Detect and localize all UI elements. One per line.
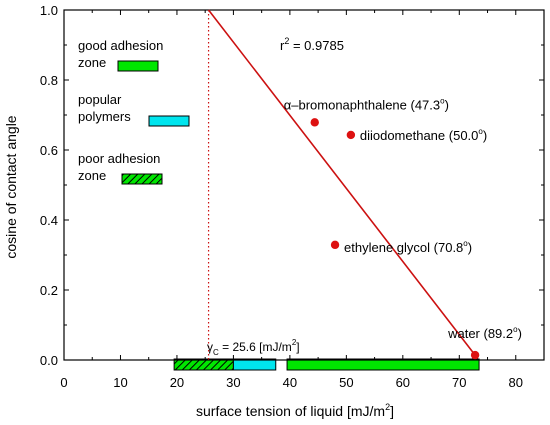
data-point [470, 350, 480, 360]
x-axis-ticks: 0 10 20 30 40 50 60 70 80 [60, 10, 523, 390]
critical-tension-annotation: γC = 25.6 [mJ/m2] [207, 338, 300, 357]
x-tick-label: 40 [283, 375, 297, 390]
zone-popular-polymers [232, 358, 277, 371]
x-tick-label: 10 [113, 375, 127, 390]
legend-poor-label-line2: zone [78, 168, 106, 183]
y-axis-title: cosine of contact angle [3, 115, 19, 258]
data-point [310, 118, 319, 127]
data-points [310, 118, 480, 360]
x-tick-label: 80 [509, 375, 523, 390]
data-point-label: ethylene glycol (70.8o) [344, 239, 472, 255]
y-tick-label: 0.6 [40, 143, 58, 158]
data-point [330, 240, 340, 250]
legend-good-swatch [117, 60, 159, 72]
legend-good-label-line1: good adhesion [78, 38, 163, 53]
y-axis-ticks: 0.0 0.2 0.4 0.6 0.8 1.0 [40, 3, 544, 368]
legend-polymers-label-line1: popular [78, 92, 122, 107]
legend-poor-swatch [121, 173, 163, 185]
zone-bars [173, 358, 480, 371]
zone-poor-adhesion [173, 358, 234, 371]
zone-good-adhesion [286, 358, 480, 371]
y-tick-label: 1.0 [40, 3, 58, 18]
legend-good-label-line2: zone [78, 55, 106, 70]
data-point-label: water (89.2o) [447, 325, 522, 341]
y-tick-label: 0.2 [40, 283, 58, 298]
legend-polymers-label-line2: polymers [78, 109, 131, 124]
x-tick-label: 70 [452, 375, 466, 390]
regression-fit-line [207, 9, 476, 356]
x-tick-label: 50 [339, 375, 353, 390]
x-axis-title: surface tension of liquid [mJ/m2] [196, 402, 394, 419]
x-tick-label: 0 [60, 375, 67, 390]
y-tick-label: 0.8 [40, 73, 58, 88]
legend: good adhesion zone popular polymers poor… [78, 38, 190, 185]
data-point-label: diiodomethane (50.0o) [360, 127, 487, 143]
y-tick-label: 0.4 [40, 213, 58, 228]
x-tick-label: 20 [170, 375, 184, 390]
x-tick-label: 60 [396, 375, 410, 390]
y-tick-label: 0.0 [40, 353, 58, 368]
data-point-labels: α–bromonaphthalene (47.3o) diiodomethane … [284, 96, 522, 341]
r2-annotation: r2 = 0.9785 [280, 36, 344, 53]
legend-poor-label-line1: poor adhesion [78, 151, 160, 166]
data-point-label: α–bromonaphthalene (47.3o) [284, 96, 449, 112]
data-point [346, 130, 356, 140]
legend-polymers-swatch [148, 115, 190, 127]
x-tick-label: 30 [226, 375, 240, 390]
